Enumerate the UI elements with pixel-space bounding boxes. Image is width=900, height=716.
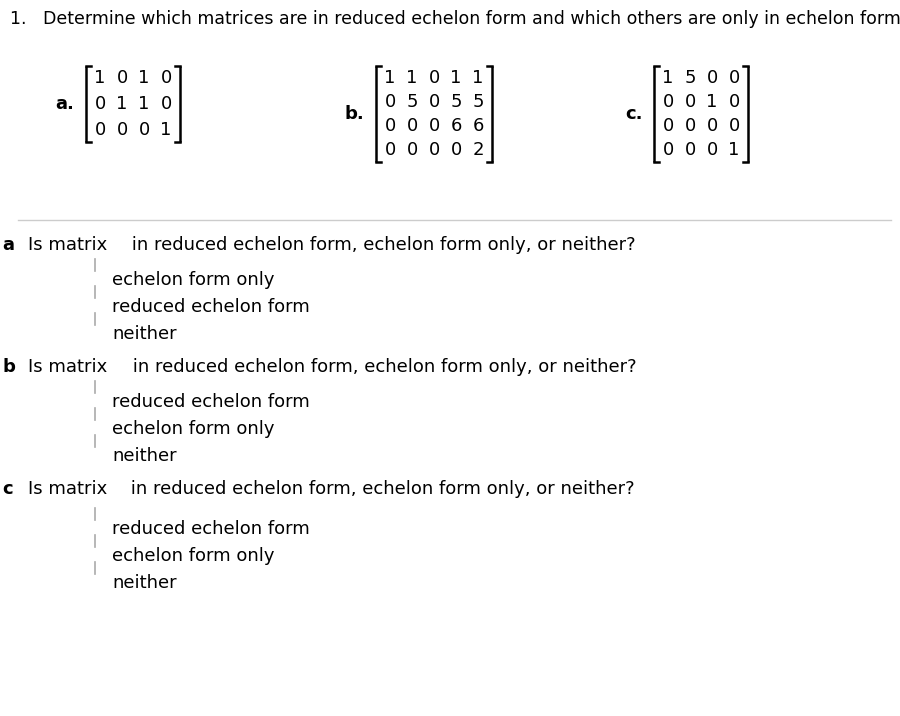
Text: 0: 0 xyxy=(706,141,717,159)
Text: 0: 0 xyxy=(116,121,128,139)
Text: c.: c. xyxy=(625,105,643,123)
Text: Is matrix: Is matrix xyxy=(28,358,113,376)
Text: 2: 2 xyxy=(472,141,484,159)
Text: 1: 1 xyxy=(384,69,396,87)
Text: 0: 0 xyxy=(684,117,696,135)
Text: 0: 0 xyxy=(94,121,105,139)
Text: 0: 0 xyxy=(684,141,696,159)
Text: reduced echelon form: reduced echelon form xyxy=(112,393,310,411)
Text: 0: 0 xyxy=(116,69,128,87)
Text: 1: 1 xyxy=(160,121,172,139)
Text: 0: 0 xyxy=(160,69,172,87)
Text: 1: 1 xyxy=(139,69,149,87)
Text: 0: 0 xyxy=(428,93,439,111)
Text: a: a xyxy=(2,236,14,254)
Text: 1: 1 xyxy=(116,95,128,113)
Text: 0: 0 xyxy=(94,95,105,113)
Text: Is matrix: Is matrix xyxy=(28,236,113,254)
Text: 0: 0 xyxy=(139,121,149,139)
Text: c: c xyxy=(2,480,13,498)
Text: 0: 0 xyxy=(662,117,673,135)
Text: neither: neither xyxy=(112,325,176,343)
Text: reduced echelon form: reduced echelon form xyxy=(112,520,310,538)
Text: 0: 0 xyxy=(407,141,418,159)
Text: 1: 1 xyxy=(706,93,717,111)
Text: 0: 0 xyxy=(407,117,418,135)
Text: neither: neither xyxy=(112,574,176,592)
Text: 1: 1 xyxy=(728,141,740,159)
Text: in reduced echelon form, echelon form only, or neither?: in reduced echelon form, echelon form on… xyxy=(125,480,634,498)
Text: 0: 0 xyxy=(428,141,439,159)
Text: b: b xyxy=(2,358,15,376)
Text: 0: 0 xyxy=(428,117,439,135)
Text: 1: 1 xyxy=(94,69,105,87)
Text: 0: 0 xyxy=(728,93,740,111)
Text: 0: 0 xyxy=(450,141,462,159)
Text: 0: 0 xyxy=(160,95,172,113)
Text: 6: 6 xyxy=(472,117,483,135)
Text: 0: 0 xyxy=(384,141,396,159)
Text: 0: 0 xyxy=(662,141,673,159)
Text: a.: a. xyxy=(55,95,74,113)
Text: b.: b. xyxy=(345,105,364,123)
Text: 0: 0 xyxy=(728,117,740,135)
Text: 0: 0 xyxy=(706,69,717,87)
Text: 5: 5 xyxy=(684,69,696,87)
Text: 0: 0 xyxy=(428,69,439,87)
Text: 0: 0 xyxy=(684,93,696,111)
Text: echelon form only: echelon form only xyxy=(112,547,274,565)
Text: 1: 1 xyxy=(139,95,149,113)
Text: 0: 0 xyxy=(662,93,673,111)
Text: 1: 1 xyxy=(662,69,674,87)
Text: 5: 5 xyxy=(472,93,484,111)
Text: in reduced echelon form, echelon form only, or neither?: in reduced echelon form, echelon form on… xyxy=(126,236,635,254)
Text: 1.   Determine which matrices are in reduced echelon form and which others are o: 1. Determine which matrices are in reduc… xyxy=(10,10,900,28)
Text: echelon form only: echelon form only xyxy=(112,271,274,289)
Text: 1: 1 xyxy=(472,69,483,87)
Text: reduced echelon form: reduced echelon form xyxy=(112,298,310,316)
Text: 5: 5 xyxy=(450,93,462,111)
Text: 6: 6 xyxy=(450,117,462,135)
Text: 0: 0 xyxy=(384,93,396,111)
Text: neither: neither xyxy=(112,447,176,465)
Text: Is matrix: Is matrix xyxy=(28,480,113,498)
Text: echelon form only: echelon form only xyxy=(112,420,274,438)
Text: 5: 5 xyxy=(406,93,418,111)
Text: 1: 1 xyxy=(406,69,418,87)
Text: 1: 1 xyxy=(450,69,462,87)
Text: in reduced echelon form, echelon form only, or neither?: in reduced echelon form, echelon form on… xyxy=(127,358,636,376)
Text: 0: 0 xyxy=(384,117,396,135)
Text: 0: 0 xyxy=(728,69,740,87)
Text: 0: 0 xyxy=(706,117,717,135)
